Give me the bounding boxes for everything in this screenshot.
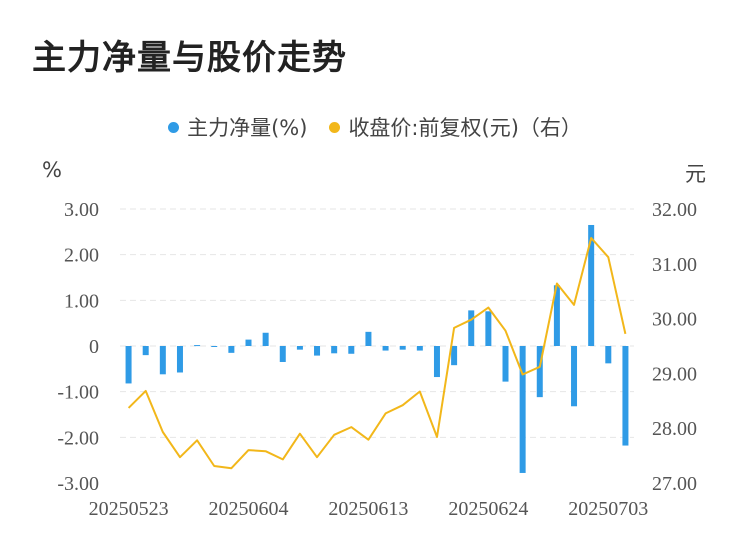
bar bbox=[622, 346, 629, 446]
legend-item-net[interactable]: 主力净量(%) bbox=[168, 112, 307, 142]
x-tick-label: 20250523 bbox=[89, 498, 169, 520]
price-line bbox=[127, 237, 627, 470]
legend-label-price: 收盘价:前复权(元)（右） bbox=[348, 116, 582, 140]
bar bbox=[331, 346, 338, 354]
x-tick-label: 20250613 bbox=[328, 498, 408, 520]
left-tick-label: -2.00 bbox=[57, 427, 99, 449]
bar bbox=[176, 346, 183, 373]
bar bbox=[416, 346, 423, 351]
right-axis-unit: 元 bbox=[685, 162, 706, 186]
left-tick-label: 1.00 bbox=[64, 290, 99, 312]
bar bbox=[468, 310, 475, 346]
bar bbox=[314, 346, 321, 356]
x-tick-label: 20250604 bbox=[209, 498, 289, 520]
left-tick-label: 3.00 bbox=[64, 199, 99, 221]
right-tick-label: 28.00 bbox=[652, 418, 697, 440]
left-tick-label: -3.00 bbox=[57, 473, 99, 495]
bar bbox=[194, 345, 201, 347]
bar bbox=[485, 311, 492, 346]
bar bbox=[262, 332, 269, 346]
bar bbox=[502, 346, 509, 382]
bar bbox=[211, 346, 218, 347]
bar bbox=[536, 346, 543, 398]
legend-item-price[interactable]: 收盘价:前复权(元)（右） bbox=[329, 112, 582, 142]
bar bbox=[159, 346, 166, 375]
chart-title: 主力净量与股价走势 bbox=[32, 38, 347, 78]
bar bbox=[571, 346, 578, 407]
right-tick-label: 29.00 bbox=[652, 363, 697, 385]
bar bbox=[365, 331, 372, 346]
left-axis-unit: % bbox=[42, 158, 62, 182]
left-tick-label: -1.00 bbox=[57, 382, 99, 404]
bar bbox=[553, 285, 560, 346]
bar bbox=[142, 346, 149, 356]
legend-dot-price-icon bbox=[329, 121, 341, 133]
legend-label-net: 主力净量(%) bbox=[187, 116, 308, 140]
legend-dot-net-icon bbox=[168, 121, 180, 133]
bar bbox=[279, 346, 286, 362]
bar bbox=[296, 346, 303, 350]
bar bbox=[519, 346, 526, 473]
left-tick-label: 2.00 bbox=[64, 245, 99, 267]
bar bbox=[228, 346, 235, 353]
right-tick-label: 31.00 bbox=[652, 254, 697, 276]
x-tick-label: 20250703 bbox=[568, 498, 648, 520]
bar bbox=[451, 346, 458, 366]
bar bbox=[382, 346, 389, 351]
bar bbox=[588, 224, 595, 346]
right-tick-label: 27.00 bbox=[652, 473, 697, 495]
bar bbox=[605, 346, 612, 364]
bar bbox=[399, 346, 406, 350]
left-tick-label: 0 bbox=[89, 336, 99, 358]
legend: 主力净量(%) 收盘价:前复权(元)（右） bbox=[0, 112, 750, 142]
bar bbox=[348, 346, 355, 354]
right-tick-label: 30.00 bbox=[652, 309, 697, 331]
bar bbox=[433, 346, 440, 378]
x-tick-label: 20250624 bbox=[448, 498, 528, 520]
right-tick-label: 32.00 bbox=[652, 199, 697, 221]
bar bbox=[125, 346, 132, 384]
bar bbox=[245, 339, 252, 346]
